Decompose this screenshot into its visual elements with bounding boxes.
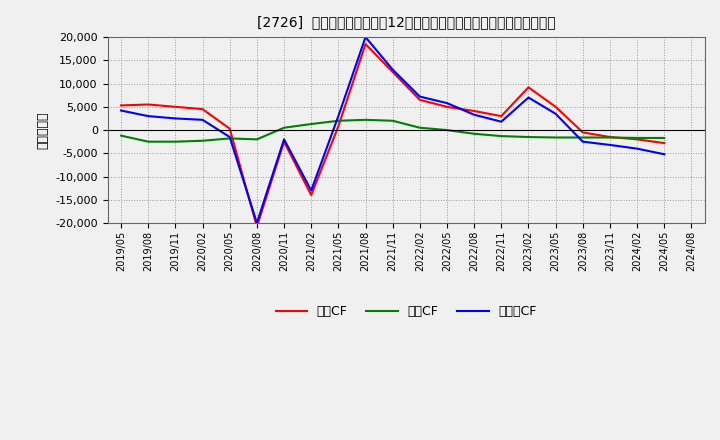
- 営業CF: [497, 114, 505, 119]
- Title: [2726]  キャッシュフローの12か月移動合計の対前年同期増減額の推移: [2726] キャッシュフローの12か月移動合計の対前年同期増減額の推移: [257, 15, 556, 29]
- 投資CF: [171, 139, 180, 144]
- フリーCF: [606, 142, 614, 147]
- フリーCF: [361, 34, 370, 40]
- 営業CF: [552, 104, 560, 110]
- 投資CF: [279, 125, 288, 130]
- フリーCF: [307, 188, 315, 193]
- フリーCF: [497, 119, 505, 125]
- 投資CF: [660, 136, 669, 141]
- 営業CF: [660, 140, 669, 146]
- 営業CF: [279, 139, 288, 144]
- 営業CF: [144, 102, 153, 107]
- フリーCF: [578, 139, 587, 144]
- 営業CF: [633, 137, 642, 142]
- 投資CF: [117, 133, 125, 138]
- Y-axis label: （百万円）: （百万円）: [37, 111, 50, 149]
- フリーCF: [279, 137, 288, 142]
- 営業CF: [470, 108, 479, 114]
- Legend: 営業CF, 投資CF, フリーCF: 営業CF, 投資CF, フリーCF: [271, 300, 542, 323]
- フリーCF: [117, 108, 125, 113]
- 投資CF: [578, 135, 587, 140]
- フリーCF: [443, 100, 451, 106]
- 投資CF: [552, 135, 560, 140]
- 営業CF: [117, 103, 125, 108]
- フリーCF: [171, 116, 180, 121]
- 投資CF: [388, 118, 397, 123]
- 投資CF: [497, 133, 505, 139]
- 営業CF: [334, 124, 343, 129]
- 営業CF: [198, 106, 207, 112]
- 営業CF: [361, 41, 370, 47]
- 投資CF: [470, 131, 479, 136]
- 投資CF: [415, 125, 424, 130]
- 営業CF: [253, 224, 261, 229]
- フリーCF: [225, 134, 234, 139]
- 営業CF: [307, 192, 315, 198]
- 営業CF: [606, 134, 614, 139]
- Line: 営業CF: 営業CF: [121, 44, 665, 227]
- フリーCF: [253, 220, 261, 226]
- 営業CF: [388, 70, 397, 75]
- 投資CF: [334, 118, 343, 123]
- 営業CF: [443, 104, 451, 110]
- フリーCF: [660, 152, 669, 157]
- 投資CF: [606, 135, 614, 140]
- フリーCF: [470, 112, 479, 117]
- フリーCF: [633, 146, 642, 151]
- Line: フリーCF: フリーCF: [121, 37, 665, 223]
- 投資CF: [361, 117, 370, 122]
- 投資CF: [225, 136, 234, 141]
- 営業CF: [578, 130, 587, 135]
- 投資CF: [524, 134, 533, 139]
- フリーCF: [334, 114, 343, 119]
- 投資CF: [144, 139, 153, 144]
- フリーCF: [198, 117, 207, 122]
- フリーCF: [552, 111, 560, 117]
- フリーCF: [524, 95, 533, 100]
- フリーCF: [144, 114, 153, 119]
- 投資CF: [633, 136, 642, 141]
- 投資CF: [307, 121, 315, 127]
- 営業CF: [524, 84, 533, 90]
- 営業CF: [415, 97, 424, 103]
- 投資CF: [198, 138, 207, 143]
- フリーCF: [415, 94, 424, 99]
- フリーCF: [388, 67, 397, 72]
- 営業CF: [171, 104, 180, 110]
- 投資CF: [443, 128, 451, 133]
- Line: 投資CF: 投資CF: [121, 120, 665, 142]
- 投資CF: [253, 137, 261, 142]
- 営業CF: [225, 126, 234, 131]
